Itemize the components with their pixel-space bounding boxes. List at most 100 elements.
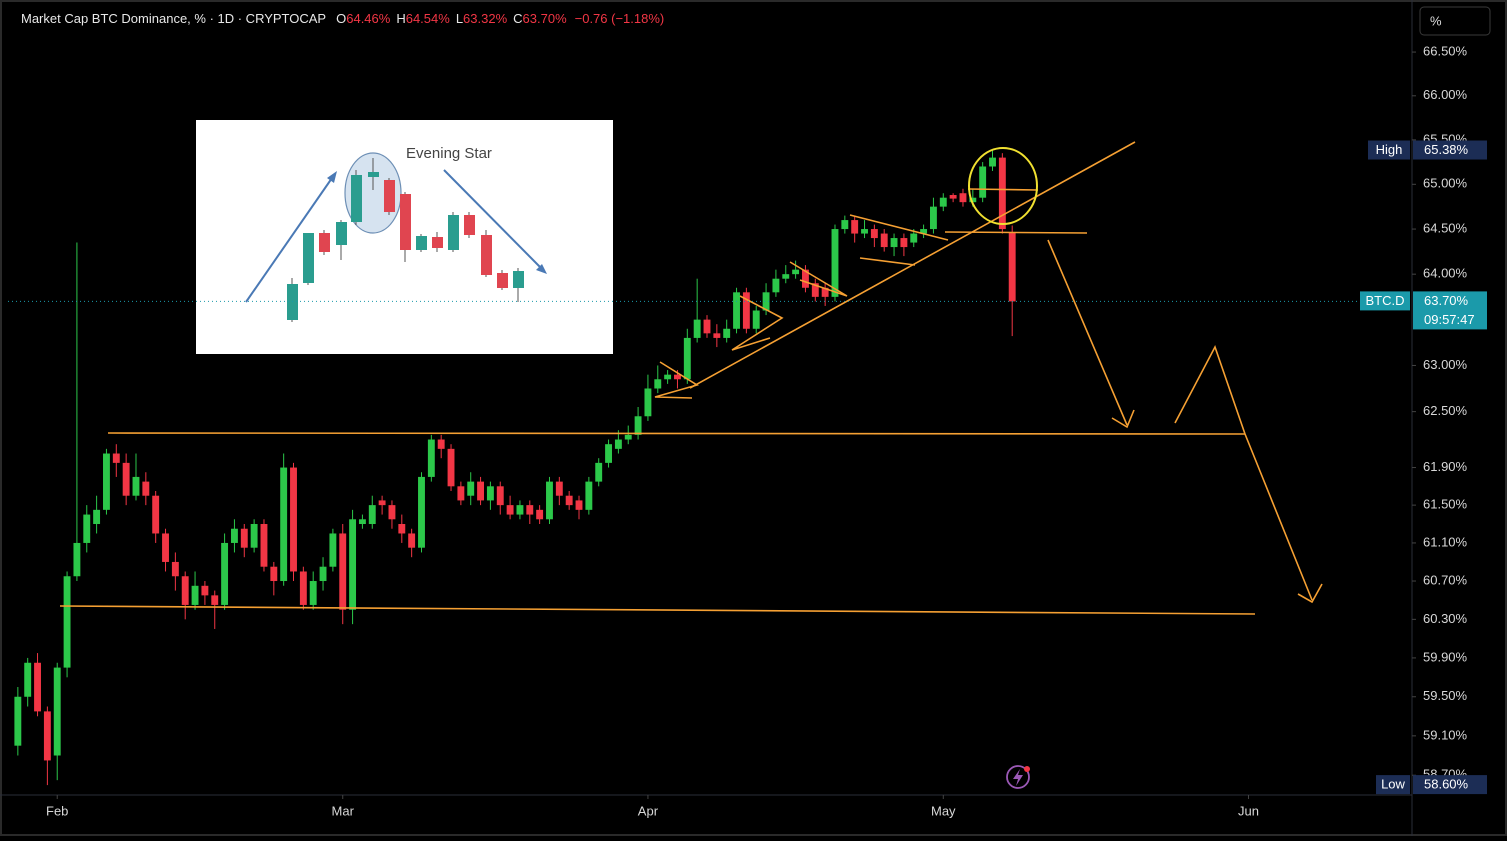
candle-body: [201, 585, 209, 596]
candle-body: [309, 581, 317, 605]
alert-icon[interactable]: [1006, 765, 1030, 789]
candle-body: [713, 333, 721, 338]
candle-body: [762, 292, 770, 311]
candle-body: [870, 229, 878, 239]
annotations: [59, 141, 1323, 615]
candle-body: [654, 379, 662, 389]
candle-body: [703, 319, 711, 334]
y-tick-label: 61.50%: [1423, 497, 1468, 512]
candle-body: [398, 524, 406, 534]
candle-body: [280, 467, 288, 582]
candle-body: [851, 220, 859, 234]
candle-body: [152, 495, 160, 534]
candle-body: [969, 197, 977, 203]
candle-body: [260, 524, 268, 567]
candles: [14, 150, 1016, 786]
candle-body: [565, 495, 573, 506]
candle-body: [319, 566, 327, 582]
candle-body: [585, 481, 593, 510]
candle-body: [53, 667, 61, 756]
candle-body: [368, 505, 376, 525]
candle-body: [811, 283, 819, 297]
candle-body: [162, 533, 169, 562]
price-tag-name-box: [1368, 140, 1410, 160]
candle-body: [605, 444, 612, 463]
candle-body: [516, 505, 524, 515]
candle-body: [112, 453, 120, 463]
candle-body: [683, 337, 691, 380]
candle-body: [418, 476, 425, 548]
candle-body: [693, 319, 701, 338]
ohlc-value: 64.54%: [406, 11, 451, 26]
flag: [654, 361, 699, 399]
candle-body: [634, 416, 642, 435]
candle-body: [1008, 232, 1016, 302]
candle-body: [181, 576, 189, 605]
candle-body: [496, 486, 504, 506]
candle-body: [723, 328, 731, 338]
price-tag-countdown: 09:57:47: [1424, 312, 1475, 327]
candle-body: [742, 292, 750, 329]
support-line: [59, 605, 1256, 615]
candle-body: [644, 388, 652, 417]
candle-body: [546, 481, 553, 520]
candle-body: [467, 481, 475, 496]
candle-body: [861, 229, 868, 234]
price-tag-name-box: [1376, 775, 1410, 795]
candle-body: [437, 439, 445, 449]
price-tag-box: [1413, 140, 1487, 160]
x-tick-label: Jun: [1238, 803, 1259, 818]
ohlc-value: 64.46%: [346, 11, 391, 26]
candle-body: [171, 561, 179, 577]
candle-body: [388, 505, 396, 520]
candle-body: [427, 439, 435, 477]
candle-body: [103, 453, 110, 510]
candle-body: [14, 696, 22, 746]
y-tick-label: 64.50%: [1423, 220, 1468, 235]
candle-body: [457, 486, 465, 501]
scale-button[interactable]: [1419, 6, 1491, 36]
candle-body: [230, 528, 238, 543]
y-tick-label: 59.10%: [1423, 727, 1468, 742]
candle-body: [989, 157, 996, 167]
candle-body: [910, 233, 918, 243]
candle-body: [624, 434, 632, 440]
candle-body: [43, 711, 51, 761]
y-tick-label: 66.00%: [1423, 87, 1468, 102]
candle-body: [447, 448, 455, 487]
top-line: [967, 188, 1039, 191]
x-tick-label: Mar: [332, 803, 355, 818]
candle-body: [34, 662, 41, 712]
candle-body: [132, 476, 140, 496]
candle-body: [349, 519, 357, 610]
candle-body: [122, 462, 130, 496]
inset-arrows: [245, 169, 547, 303]
candle-body: [250, 524, 258, 548]
candle-body: [998, 157, 1006, 230]
ohlc-value: 63.70%: [523, 11, 568, 26]
ohlc-key: O: [336, 11, 346, 26]
y-tick-label: 65.00%: [1423, 176, 1468, 191]
y-tick-label: 59.90%: [1423, 649, 1468, 664]
ohlc-value: 63.32%: [463, 11, 508, 26]
candle-body: [24, 662, 32, 697]
candle-body: [575, 500, 583, 510]
y-tick-label: 60.30%: [1423, 611, 1468, 626]
candle-body: [614, 439, 622, 449]
price-tag-name-box: [1360, 291, 1410, 311]
arrow-head: [1297, 583, 1323, 604]
candle-body: [959, 193, 967, 203]
flag: [731, 295, 784, 351]
flag: [789, 261, 848, 297]
candle-body: [270, 566, 278, 582]
candle-body: [378, 500, 386, 506]
candle-body: [63, 576, 71, 668]
inset-candles: [287, 158, 524, 322]
candle-body: [939, 197, 947, 207]
candle-body: [782, 274, 790, 279]
price-tag-box: [1413, 291, 1487, 330]
projection-arrow: [1047, 239, 1128, 426]
change: −0.76 (−1.18%): [575, 11, 665, 26]
y-tick-label: 59.50%: [1423, 688, 1468, 703]
